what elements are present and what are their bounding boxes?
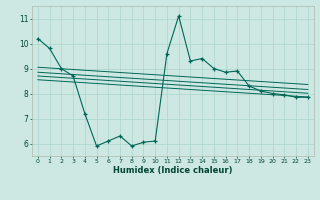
X-axis label: Humidex (Indice chaleur): Humidex (Indice chaleur) xyxy=(113,166,233,175)
